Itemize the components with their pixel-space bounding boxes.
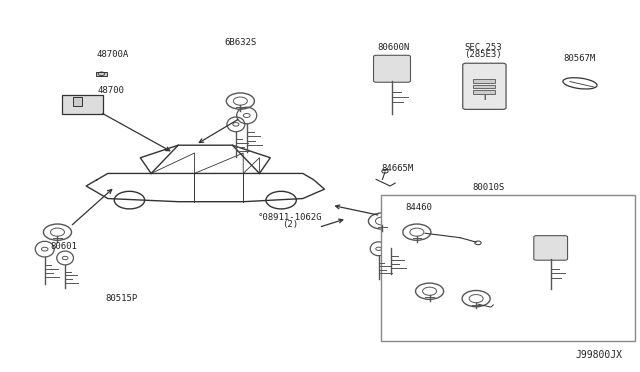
- Text: J99800JX: J99800JX: [576, 350, 623, 360]
- FancyBboxPatch shape: [534, 235, 568, 260]
- Text: 80600N: 80600N: [377, 43, 410, 52]
- Text: (2): (2): [282, 219, 298, 228]
- Text: 80515P: 80515P: [105, 294, 138, 303]
- Text: 80567M: 80567M: [564, 54, 596, 63]
- Text: 84460: 84460: [405, 203, 432, 212]
- Bar: [381, 195, 636, 341]
- Text: I: I: [483, 95, 486, 101]
- FancyBboxPatch shape: [374, 55, 410, 82]
- Bar: [96, 72, 107, 76]
- Bar: [474, 84, 495, 89]
- Text: 80601: 80601: [51, 243, 77, 251]
- Text: 80010S: 80010S: [473, 183, 505, 192]
- Text: 84665M: 84665M: [381, 164, 414, 173]
- FancyBboxPatch shape: [463, 63, 506, 109]
- Text: (285E3): (285E3): [464, 51, 502, 60]
- Bar: [73, 97, 82, 106]
- Bar: [474, 90, 495, 94]
- Text: SEC.253: SEC.253: [464, 43, 502, 52]
- Bar: [474, 79, 495, 83]
- Text: 48700A: 48700A: [97, 51, 129, 60]
- Bar: [62, 95, 103, 114]
- Text: 6B632S: 6B632S: [224, 38, 257, 47]
- Text: 48700: 48700: [97, 86, 124, 95]
- Text: °08911-1062G: °08911-1062G: [258, 213, 323, 222]
